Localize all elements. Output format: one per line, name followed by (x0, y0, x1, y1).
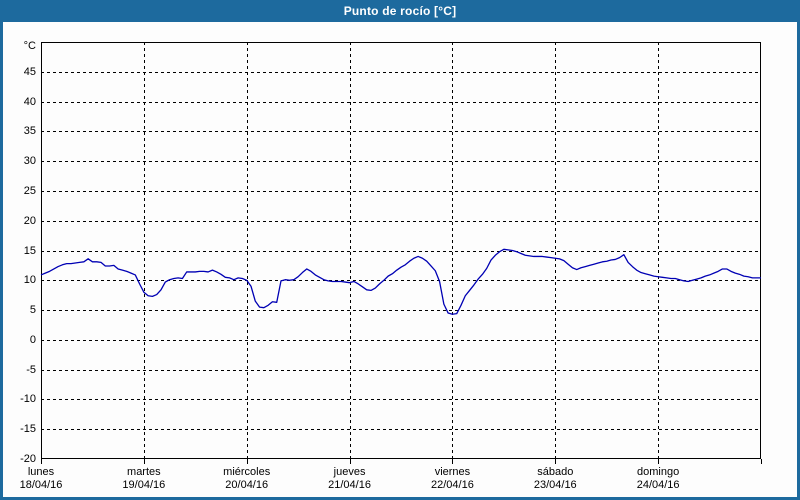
series-line (40, 248, 761, 315)
y-tick-label: -20 (20, 453, 36, 465)
y-tick-label: 40 (23, 95, 36, 108)
y-tick-label: 35 (23, 125, 36, 138)
y-tick-label: 10 (23, 274, 36, 287)
day-name: domingo (637, 466, 680, 478)
x-day-label: miércoles 20/04/16 (192, 466, 302, 492)
x-day-label: jueves 21/04/16 (295, 466, 405, 492)
y-tick-label: 20 (23, 214, 36, 227)
chart-area (3, 22, 797, 497)
day-name: viernes (434, 466, 471, 478)
day-name: lunes (27, 466, 55, 478)
dew-point-line-chart (40, 42, 762, 464)
day-date: 19/04/16 (122, 479, 166, 491)
day-name: miércoles (223, 466, 271, 478)
y-axis-unit-label: °C (23, 40, 36, 52)
x-day-label: martes 19/04/16 (89, 466, 199, 492)
x-day-label: viernes 22/04/16 (397, 466, 507, 492)
plot-area (40, 42, 762, 464)
y-tick-label: 5 (29, 304, 36, 317)
day-date: 22/04/16 (431, 479, 474, 491)
title-bar: Punto de rocío [°C] (0, 0, 800, 22)
day-date: 21/04/16 (328, 479, 371, 491)
day-name: jueves (333, 466, 366, 478)
y-tick-label: 0 (29, 333, 36, 346)
y-tick-label: -15 (20, 423, 36, 436)
day-date: 24/04/16 (636, 479, 680, 491)
day-name: martes (127, 466, 161, 478)
y-tick-label: -5 (26, 363, 36, 376)
day-date: 18/04/16 (19, 479, 63, 491)
y-tick-label: 45 (23, 65, 36, 78)
chart-title: Punto de rocío [°C] (343, 4, 457, 18)
day-date: 23/04/16 (533, 479, 577, 491)
x-day-label: sábado 23/04/16 (500, 466, 610, 492)
x-day-label: domingo 24/04/16 (603, 466, 713, 492)
day-name: sábado (537, 466, 574, 478)
plot-border (41, 42, 761, 459)
day-date: 20/04/16 (225, 479, 269, 491)
y-tick-label: 30 (23, 155, 36, 168)
y-tick-label: 15 (23, 244, 36, 257)
y-tick-label: -10 (20, 393, 36, 406)
y-tick-label: 25 (23, 184, 36, 197)
x-day-label: lunes 18/04/16 (0, 466, 96, 492)
